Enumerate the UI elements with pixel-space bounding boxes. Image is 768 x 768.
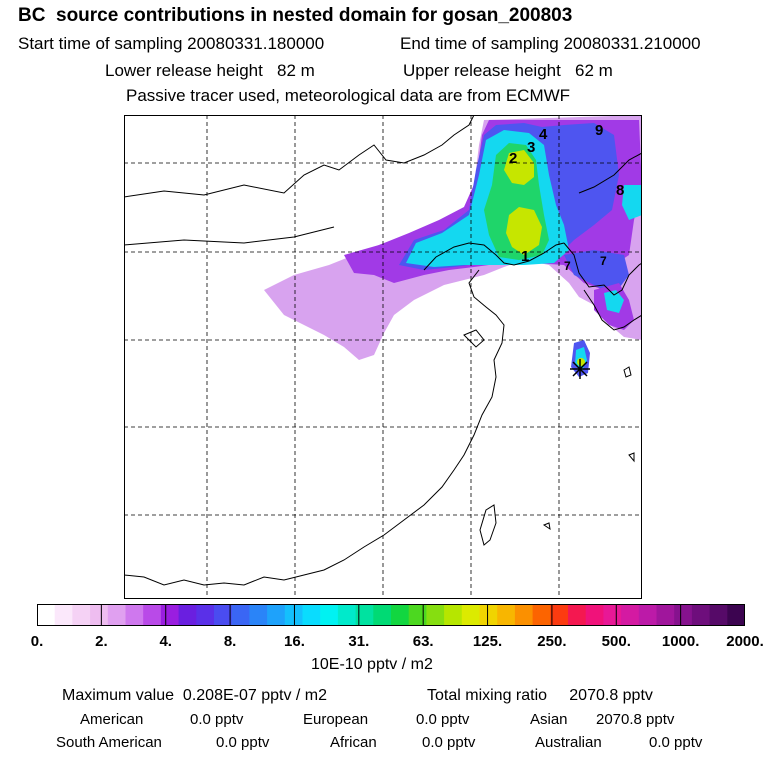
colorbar-cell — [37, 604, 56, 626]
colorbar-cell — [231, 604, 250, 626]
colorbar-cell — [249, 604, 268, 626]
colorbar-tick-label: 31. — [348, 633, 370, 650]
colorbar-cell — [638, 604, 657, 626]
source-label-3: 3 — [527, 139, 535, 156]
colorbar-tick-label: 2. — [95, 633, 108, 650]
colorbar-cell — [709, 604, 728, 626]
colorbar-cell — [532, 604, 551, 626]
colorbar-cell — [727, 604, 745, 626]
colorbar-cell — [426, 604, 445, 626]
plume-core — [504, 150, 534, 185]
colorbar-cell — [585, 604, 604, 626]
colorbar-cell — [125, 604, 144, 626]
source-label-2: 2 — [509, 150, 517, 167]
colorbar-cell — [373, 604, 392, 626]
colorbar-cell — [444, 604, 463, 626]
colorbar-cell — [408, 604, 427, 626]
european-value: 0.0 pptv — [416, 711, 470, 728]
south-american-value: 0.0 pptv — [216, 734, 270, 751]
plume-right-cyan — [622, 185, 642, 220]
european-label: European — [303, 711, 369, 728]
colorbar-cell — [355, 604, 374, 626]
plume-right-blue — [564, 250, 629, 295]
source-label-1: 1 — [521, 248, 529, 265]
colorbar-cell — [196, 604, 215, 626]
colorbar-cell — [691, 604, 711, 626]
colorbar-tick-label: 8. — [223, 633, 237, 650]
american-value: 0.0 pptv — [190, 711, 244, 728]
colorbar-tick-label: 2000. — [726, 633, 764, 650]
colorbar — [37, 604, 745, 626]
colorbar-tick-label: 1000. — [661, 633, 700, 650]
receptor-hotspot-peak — [577, 358, 585, 366]
colorbar-cell — [568, 604, 587, 626]
african-label: African — [330, 734, 377, 751]
source-label-7b: 7 — [600, 254, 607, 268]
colorbar-cell — [72, 604, 91, 626]
source-label-8: 8 — [616, 182, 624, 199]
colorbar-tick-label: 0. — [30, 633, 44, 650]
colorbar-tick-label: 16. — [284, 633, 305, 650]
colorbar-cell — [160, 604, 180, 626]
colorbar-cell — [284, 604, 303, 626]
colorbar-cell — [603, 604, 622, 626]
source-label-4: 4 — [539, 126, 548, 143]
australian-value: 0.0 pptv — [649, 734, 703, 751]
colorbar-cell — [107, 604, 126, 626]
source-contribution-map: 1 2 3 4 7 7 8 9 — [124, 115, 642, 599]
colorbar-cell — [674, 604, 693, 626]
colorbar-cell — [54, 604, 73, 626]
lower-release-text: Lower release height 82 m — [105, 61, 315, 80]
star-icon — [570, 359, 590, 379]
source-label-7a: 7 — [564, 259, 571, 273]
graticule — [124, 115, 642, 599]
end-time-text: End time of sampling 20080331.210000 — [400, 34, 701, 53]
african-value: 0.0 pptv — [422, 734, 476, 751]
colorbar-cell — [550, 604, 569, 626]
colorbar-tick-label: 250. — [537, 633, 567, 650]
asian-label: Asian — [530, 711, 568, 728]
colorbar-cell — [267, 604, 286, 626]
colorbar-tick-label: 4. — [159, 633, 172, 650]
colorbar-cell — [214, 604, 233, 626]
colorbar-cell — [320, 604, 339, 626]
source-label-9: 9 — [595, 122, 603, 139]
colorbar-tick-label: 125. — [472, 633, 503, 650]
colorbar-cell — [391, 604, 410, 626]
colorbar-cell — [497, 604, 516, 626]
colorbar-cell — [178, 604, 197, 626]
colorbar-cell — [461, 604, 480, 626]
colorbar-cell — [337, 604, 357, 626]
colorbar-cell — [90, 604, 109, 626]
total-mixing-text: Total mixing ratio 2070.8 pptv — [427, 687, 653, 704]
colorbar-cell — [143, 604, 162, 626]
colorbar-cell — [514, 604, 534, 626]
plume-core-2 — [506, 207, 542, 255]
upper-release-text: Upper release height 62 m — [403, 61, 613, 80]
colorbar-units: 10E-10 pptv / m2 — [311, 656, 433, 673]
start-time-text: Start time of sampling 20080331.180000 — [18, 34, 325, 53]
plume-korea-cyan — [604, 290, 624, 313]
tracer-note-text: Passive tracer used, meteorological data… — [126, 86, 571, 105]
colorbar-tick-label: 500. — [601, 633, 631, 650]
american-label: American — [80, 711, 144, 728]
australian-label: Australian — [535, 734, 602, 751]
south-american-label: South American — [56, 734, 162, 751]
colorbar-tick-label: 63. — [412, 633, 434, 650]
colorbar-cell — [656, 604, 675, 626]
colorbar-cell — [479, 604, 498, 626]
page-title: BC source contributions in nested domain… — [18, 5, 573, 26]
colorbar-cell — [302, 604, 321, 626]
asian-value: 2070.8 pptv — [596, 711, 675, 728]
max-value-text: Maximum value 0.208E-07 pptv / m2 — [62, 687, 328, 704]
colorbar-cell — [621, 604, 640, 626]
